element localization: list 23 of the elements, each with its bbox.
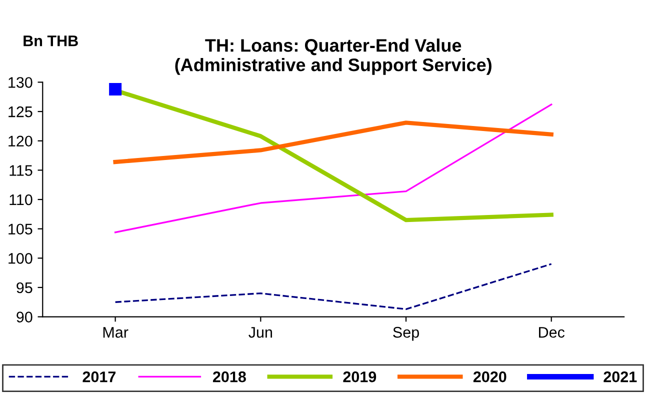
chart-title: TH: Loans: Quarter-End Value (Administrative and Support Service) (175, 38, 492, 75)
x-tick-label: Jun (248, 327, 272, 338)
y-tick-label: 130 (8, 77, 32, 88)
y-axis-title: Bn THB (24, 36, 78, 46)
y-tick-label: 105 (8, 224, 32, 235)
legend-label: 2021 (604, 371, 637, 382)
y-tick-label: 115 (10, 165, 32, 176)
x-tick-label: Mar (103, 327, 128, 338)
y-tick-label: 120 (8, 136, 32, 147)
x-tick-label: Sep (393, 326, 419, 341)
line-series (114, 263, 552, 310)
y-tick-label: 95 (16, 282, 32, 294)
x-tick-label: Dec (539, 327, 565, 338)
y-tick-label: 100 (8, 253, 32, 264)
y-tick-label: 125 (8, 106, 32, 118)
legend-label: 2020 (473, 371, 506, 382)
legend-label: 2017 (82, 371, 116, 382)
line-series (113, 120, 554, 164)
y-tick-label: 110 (10, 194, 32, 206)
line-series (114, 104, 552, 234)
y-tick-label: 90 (16, 312, 32, 322)
legend-label: 2019 (343, 371, 376, 382)
legend-label: 2018 (212, 371, 246, 382)
